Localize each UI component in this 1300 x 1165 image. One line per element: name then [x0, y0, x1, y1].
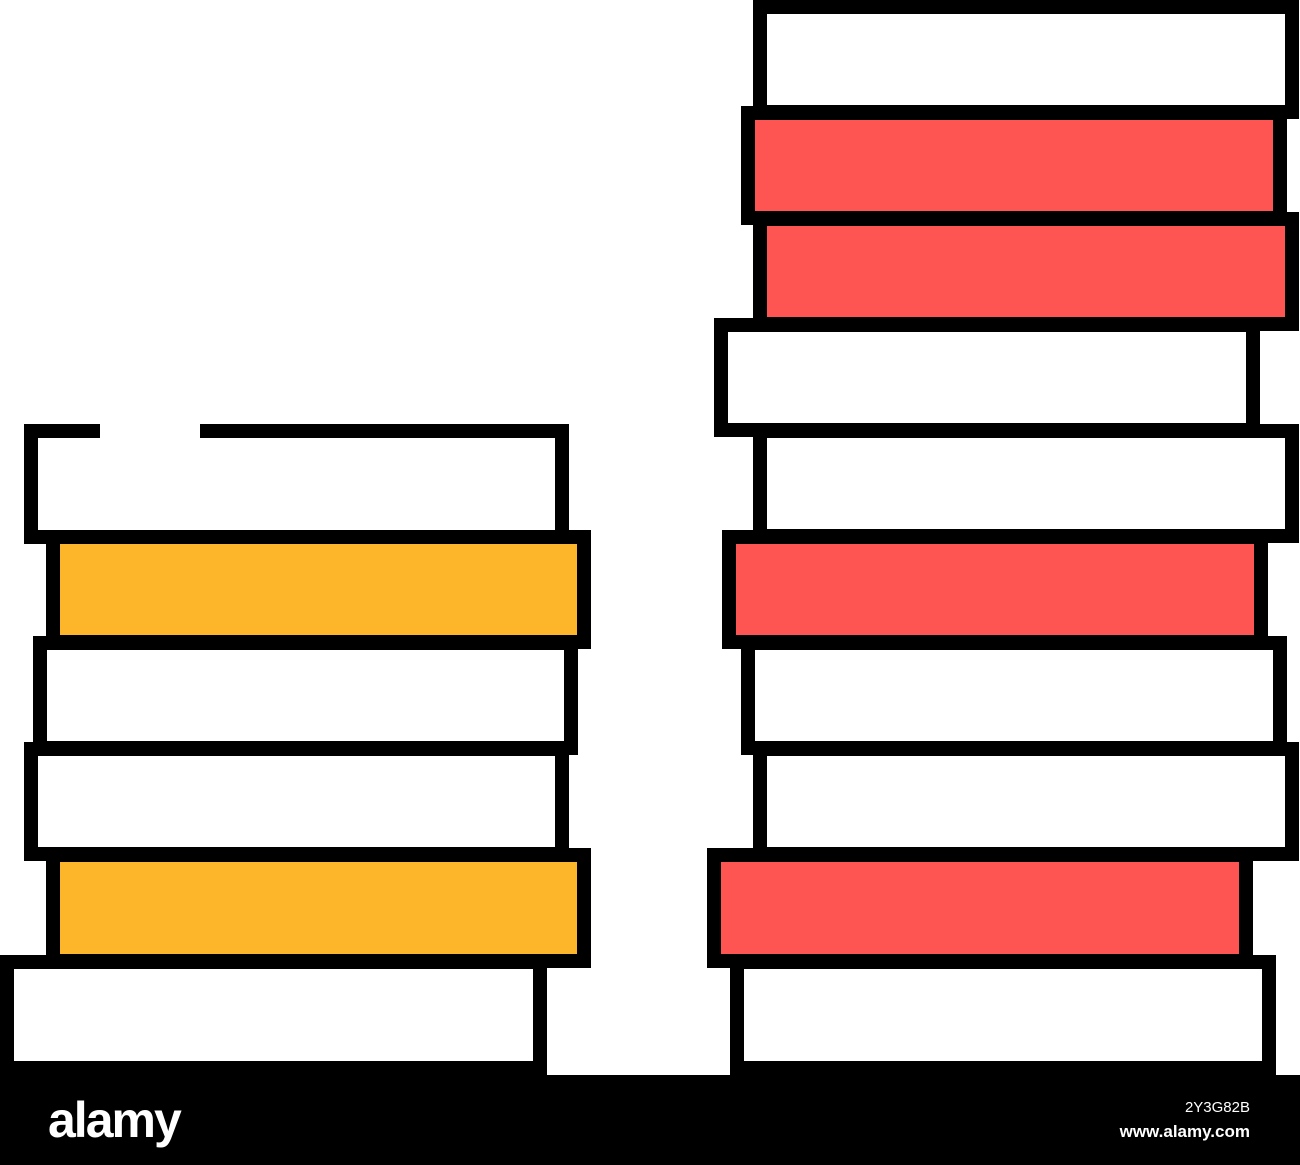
- book: [46, 848, 591, 968]
- book: [714, 318, 1260, 437]
- book: [753, 0, 1299, 119]
- book: [46, 530, 591, 649]
- right-stack: [707, 0, 1299, 1075]
- book: [722, 530, 1268, 649]
- book: [707, 848, 1253, 968]
- book: [741, 106, 1287, 225]
- book: [0, 955, 547, 1075]
- book: [753, 742, 1299, 861]
- book: [753, 212, 1299, 331]
- brand: alamy: [48, 1092, 182, 1148]
- url: www.alamy.com: [1119, 1122, 1250, 1141]
- image-id: 2Y3G82B: [1185, 1099, 1250, 1116]
- book: [730, 955, 1276, 1075]
- book: [753, 424, 1299, 543]
- book: [24, 424, 569, 544]
- left-stack: [0, 420, 591, 1075]
- watermark-bar: [0, 1075, 1300, 1165]
- gap: [100, 420, 200, 440]
- book: [741, 636, 1287, 755]
- book: [24, 742, 569, 861]
- book: [33, 636, 578, 755]
